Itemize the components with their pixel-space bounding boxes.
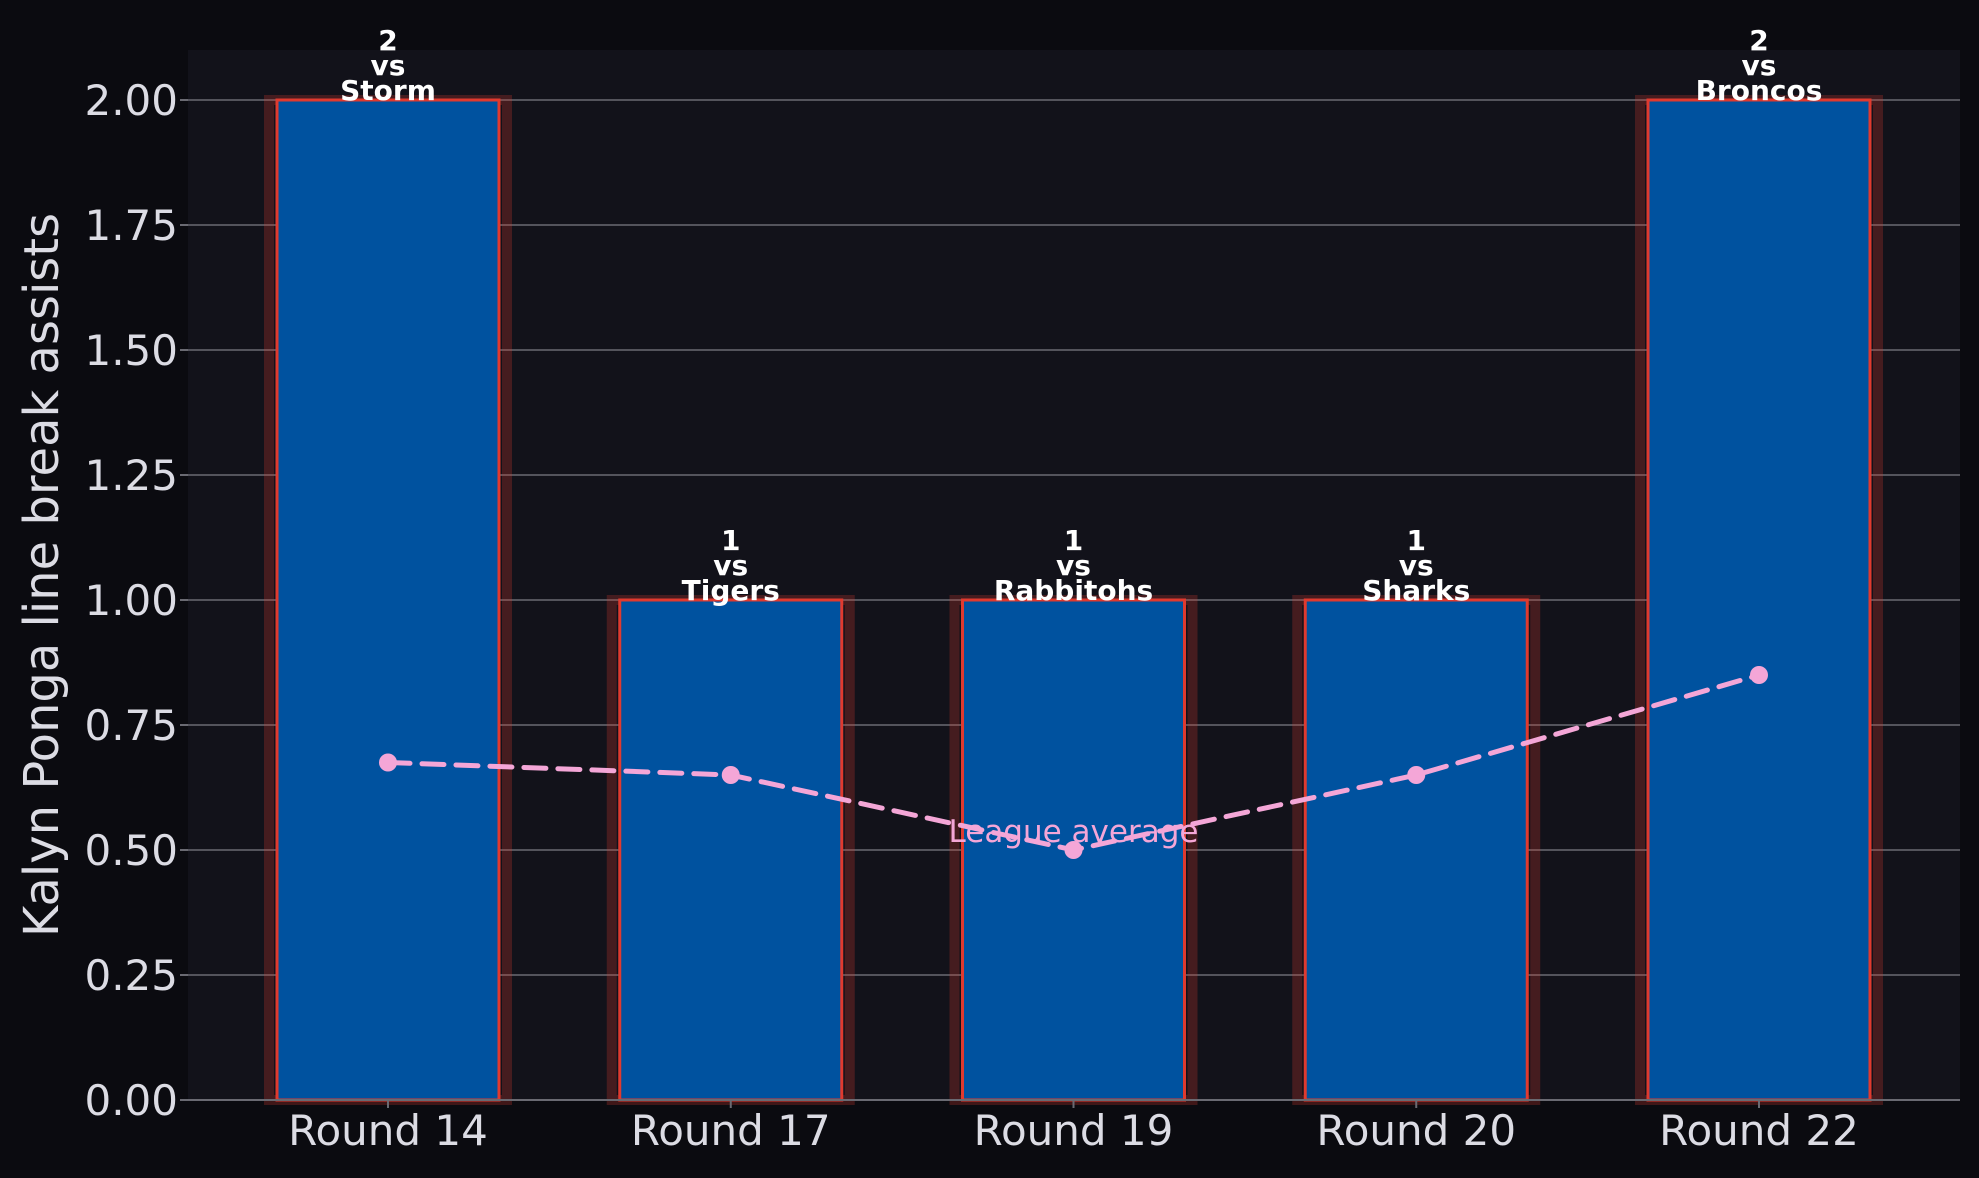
y-tick-label: 1.25: [84, 451, 178, 500]
bar-annotation: 1 vs Tigers: [682, 524, 780, 607]
bar-annotation: 1 vs Sharks: [1362, 524, 1470, 607]
league-average-point: [1750, 666, 1768, 684]
y-tick-label: 2.00: [84, 76, 178, 125]
bar: [618, 598, 844, 1102]
y-tick-label: 0.00: [84, 1076, 178, 1125]
bar-annotation: 1 vs Rabbitohs: [994, 524, 1153, 607]
y-tick-label: 1.75: [84, 201, 178, 250]
bar-annotations: 2 vs Storm 1 vs Tigers 1 vs Rabbitohs 1 vs Sharks 2 v…: [340, 24, 1822, 607]
x-tick-label: Round 17: [631, 1106, 831, 1155]
y-tick-label: 0.50: [84, 826, 178, 875]
axes: 0.00 0.25 0.50 0.75 1.00 1.25 1.50 1.75 2.00 Roun…: [84, 76, 1960, 1155]
x-tick-label: Round 22: [1659, 1106, 1859, 1155]
bar-annotation: 2 vs Broncos: [1696, 24, 1823, 107]
league-average-line: League average: [379, 666, 1768, 859]
x-tick-label: Round 14: [288, 1106, 488, 1155]
bar: [1303, 598, 1529, 1102]
x-tick-label: Round 20: [1316, 1106, 1516, 1155]
y-tick-label: 1.50: [84, 326, 178, 375]
x-tick-label: Round 19: [974, 1106, 1174, 1155]
league-average-point: [1407, 766, 1426, 784]
y-tick-label: 1.00: [84, 576, 178, 625]
league-average-point: [721, 766, 740, 784]
bar: [1646, 98, 1872, 1102]
league-average-point: [1064, 841, 1083, 859]
bar: [275, 98, 501, 1102]
y-tick-label: 0.75: [84, 701, 178, 750]
league-average-label: League average: [949, 814, 1199, 850]
bar-annotation: 2 vs Storm: [340, 24, 436, 107]
league-average-point: [379, 753, 397, 772]
y-axis-label: Kalyn Ponga line break assists: [14, 213, 70, 937]
y-tick-label: 0.25: [84, 951, 178, 1000]
